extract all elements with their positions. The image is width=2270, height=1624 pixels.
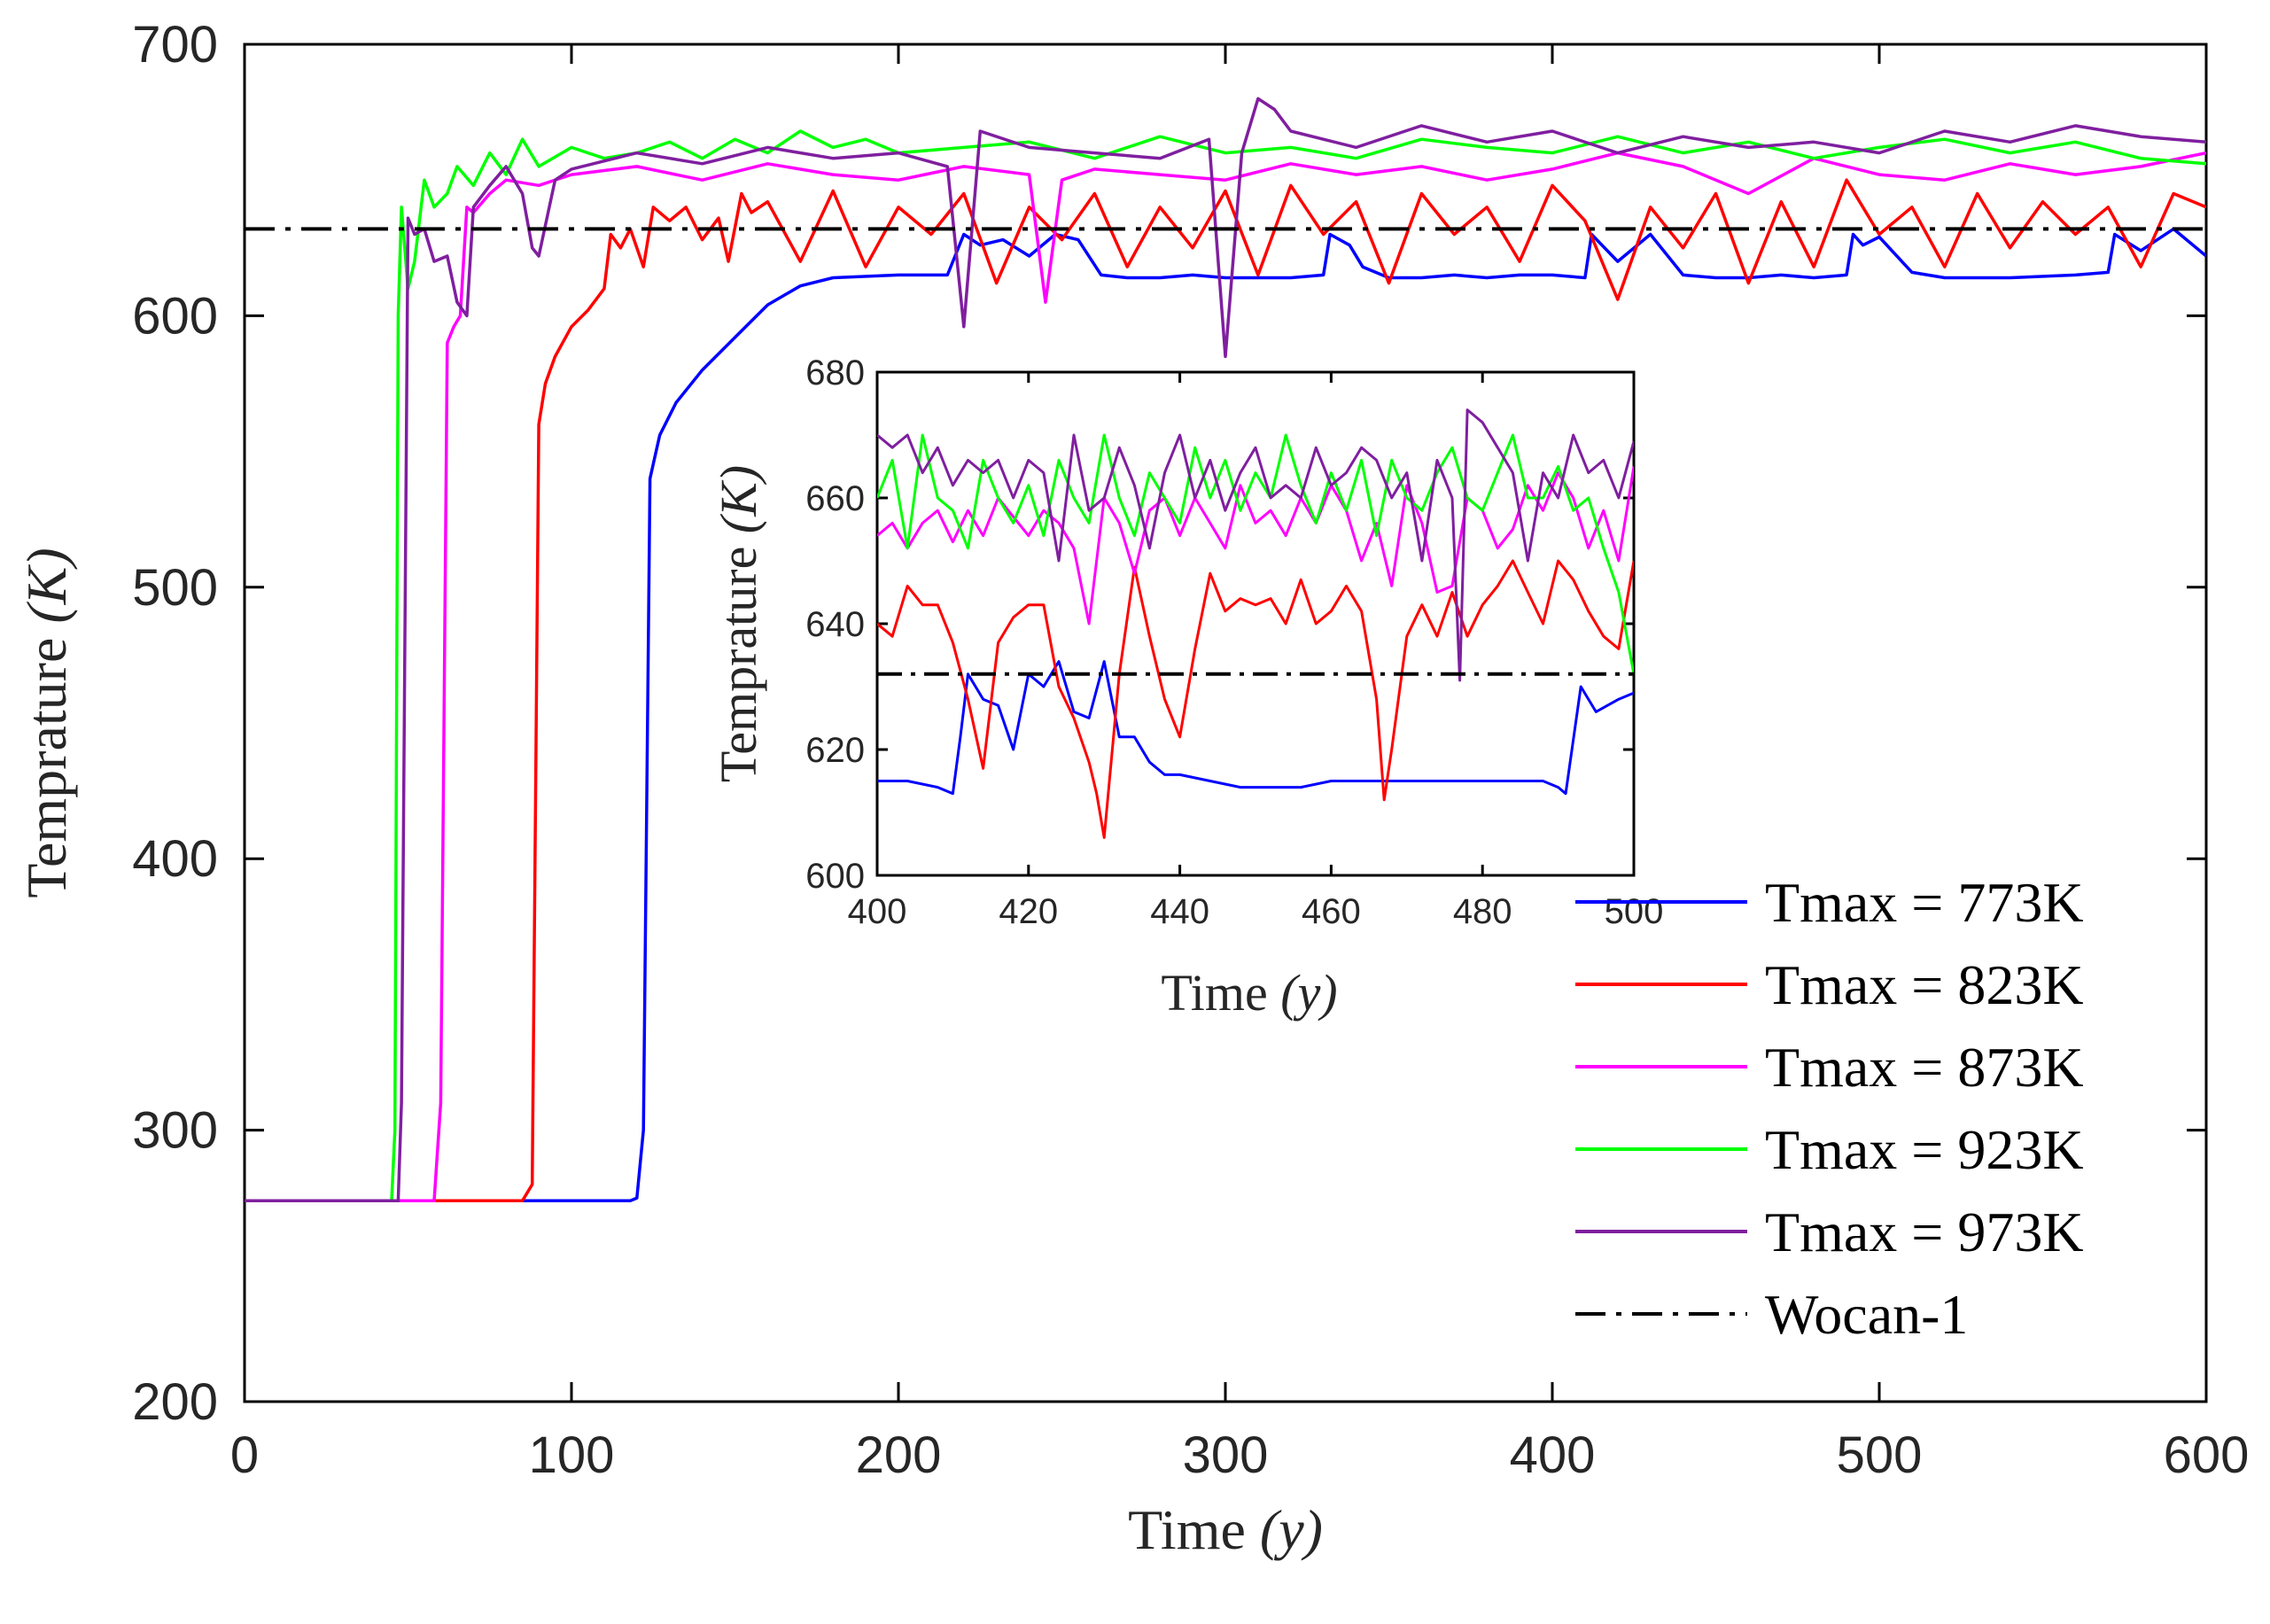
inset-x-tick-label: 460: [1302, 892, 1361, 931]
legend-label: Wocan-1: [1765, 1283, 1968, 1346]
inset-y-tick-label: 660: [805, 479, 865, 518]
main-series-tmax-873k: [245, 151, 2206, 1203]
main-x-tick-label: 100: [529, 1426, 615, 1484]
inset-series-tmax-923k: [877, 433, 1634, 675]
main-y-tick-label: 500: [132, 559, 218, 617]
legend-label: Tmax = 923K: [1765, 1118, 2084, 1181]
inset-x-tick-label: 400: [848, 892, 907, 931]
main-x-tick-label: 300: [1183, 1426, 1269, 1484]
main-x-tick-label: 200: [856, 1426, 942, 1484]
main-x-tick-label: 600: [2164, 1426, 2250, 1484]
main-series-tmax-923k: [245, 129, 2206, 1203]
inset-series-tmax-773k: [877, 660, 1634, 796]
main-x-tick-label: 400: [1510, 1426, 1596, 1484]
legend-item-tmax-773k: Tmax = 773K: [1575, 871, 2084, 934]
legend-item-tmax-823k: Tmax = 823K: [1575, 953, 2084, 1016]
inset-x-tick-label: 440: [1150, 892, 1209, 931]
main-series-tmax-823k: [245, 178, 2206, 1203]
legend-label: Tmax = 973K: [1765, 1201, 2084, 1263]
inset-x-axis-title: Time (y): [1161, 964, 1337, 1022]
inset-series-tmax-973k: [877, 408, 1634, 682]
main-y-tick-label: 700: [132, 16, 218, 74]
main-y-tick-label: 400: [132, 830, 218, 888]
inset-y-tick-label: 640: [805, 605, 865, 644]
inset-plot-area: [875, 370, 1636, 877]
inset-x-tick-label: 500: [1605, 892, 1664, 931]
legend: Tmax = 773K Tmax = 823K Tmax = 873K Tmax = …: [1575, 871, 2084, 1346]
legend-item-wocan-1: Wocan-1: [1575, 1283, 1968, 1346]
inset-x-tick-label: 480: [1453, 892, 1512, 931]
inset-y-axis-title: Temprature (K): [710, 465, 767, 782]
inset-y-tick-label: 600: [805, 857, 865, 896]
main-x-axis-title: Time (y): [1128, 1498, 1323, 1561]
inset-series-tmax-823k: [877, 559, 1634, 839]
inset-y-tick-label: 680: [805, 354, 865, 392]
main-x-tick-label: 0: [230, 1426, 259, 1484]
legend-label: Tmax = 873K: [1765, 1036, 2084, 1099]
legend-label: Tmax = 773K: [1765, 871, 2084, 934]
legend-item-tmax-973k: Tmax = 973K: [1575, 1201, 2084, 1263]
main-y-tick-label: 300: [132, 1102, 218, 1160]
main-y-tick-label: 200: [132, 1373, 218, 1431]
main-y-tick-label: 600: [132, 287, 218, 345]
legend-label: Tmax = 823K: [1765, 953, 2084, 1016]
legend-item-tmax-873k: Tmax = 873K: [1575, 1036, 2084, 1099]
main-series-tmax-973k: [245, 97, 2206, 1203]
main-y-axis-title: Temprature (K): [15, 548, 78, 897]
main-series-tmax-773k: [245, 227, 2206, 1203]
inset-y-tick-label: 620: [805, 731, 865, 770]
legend-item-tmax-923k: Tmax = 923K: [1575, 1118, 2084, 1181]
inset-x-tick-label: 420: [999, 892, 1058, 931]
main-x-tick-label: 500: [1837, 1426, 1923, 1484]
